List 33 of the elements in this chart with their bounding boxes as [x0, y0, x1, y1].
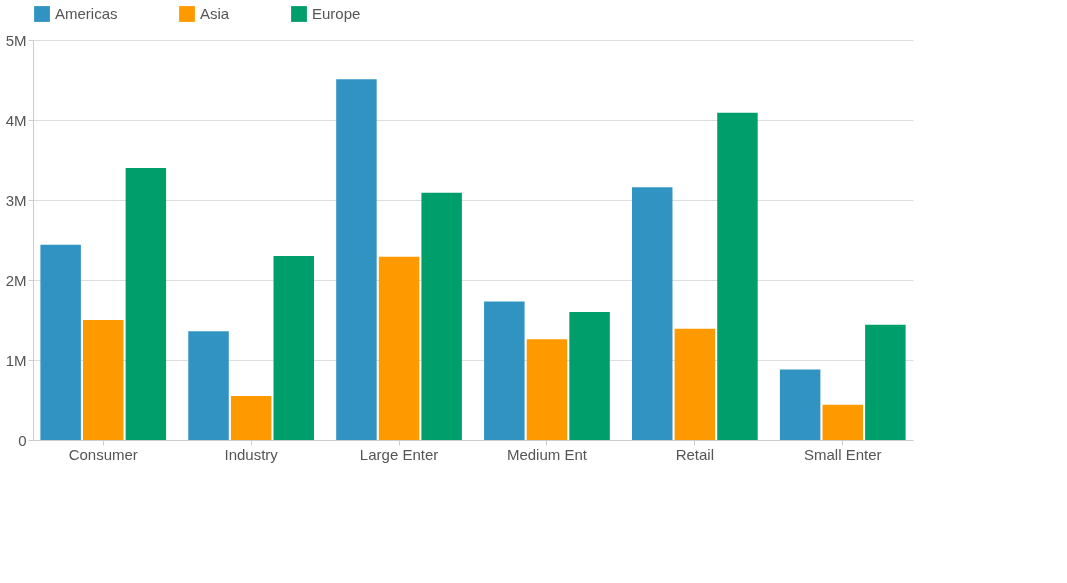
y-tick-label: 2M: [5, 271, 27, 289]
bar: [336, 79, 377, 440]
bar: [83, 320, 124, 440]
bar: [125, 168, 167, 440]
bar: [378, 256, 420, 440]
bar: [484, 301, 525, 440]
y-tick-label: 1M: [5, 351, 27, 369]
bar: [631, 187, 673, 440]
x-tick-label: Large Enter: [359, 445, 439, 463]
legend-label: Europe: [312, 5, 361, 22]
legend-label: Asia: [200, 5, 230, 22]
y-tick-label: 5M: [5, 31, 27, 49]
x-tick-label: Consumer: [68, 445, 138, 463]
bar: [865, 324, 906, 440]
legend-label: Americas: [55, 5, 118, 22]
x-tick-label: Retail: [675, 445, 715, 463]
bar: [717, 112, 758, 440]
bar: [230, 396, 272, 440]
y-tick-label: 0: [18, 431, 27, 449]
x-tick-label: Medium Ent: [506, 445, 588, 463]
bar: [569, 312, 610, 440]
bar: [526, 339, 568, 440]
x-tick-label: Small Enter: [803, 445, 882, 463]
bar: [421, 192, 462, 440]
bar: [674, 328, 716, 440]
bar: [40, 244, 81, 440]
bar: [822, 404, 863, 440]
bar: [779, 369, 821, 440]
y-tick-label: 4M: [5, 111, 27, 129]
y-tick-label: 3M: [5, 191, 27, 209]
x-tick-label: Industry: [224, 445, 279, 463]
bar: [188, 331, 229, 440]
bar: [273, 256, 315, 440]
